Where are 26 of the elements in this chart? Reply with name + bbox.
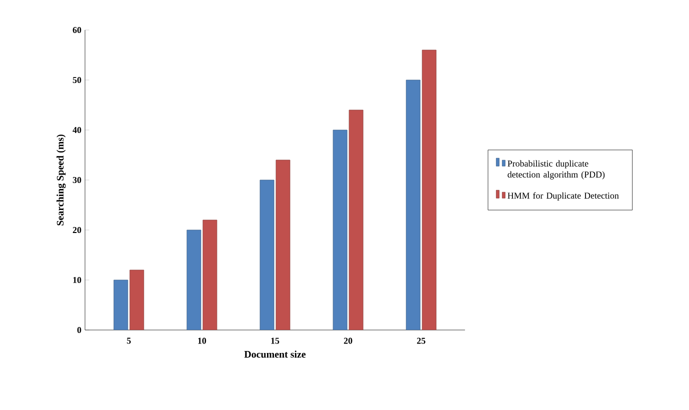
legend-label: HMM for Duplicate Detection — [508, 192, 619, 200]
bar — [348, 110, 364, 330]
x-axis-title: Document size — [244, 350, 306, 358]
bar — [406, 80, 420, 330]
y-tick-label: 50 — [72, 76, 82, 84]
y-tick-label: 10 — [73, 276, 82, 284]
legend-label: Probabilistic duplicate detection algorithm (PDD) — [508, 160, 605, 180]
y-axis-title: Searching Speed (ms) — [56, 134, 66, 226]
bar — [130, 270, 144, 330]
x-tick-label: 5 — [126, 338, 131, 344]
y-tick-label: 30 — [72, 176, 82, 184]
x-tick-label: 10 — [198, 338, 206, 344]
bar — [114, 280, 128, 330]
bar — [202, 220, 218, 330]
y-tick-label: 40 — [72, 126, 82, 134]
y-tick-label: 60 — [72, 26, 82, 34]
bar — [422, 50, 436, 330]
bar — [186, 230, 202, 330]
bar — [332, 130, 348, 330]
y-tick-label: 20 — [72, 226, 82, 234]
x-tick-label: 15 — [271, 338, 280, 344]
bar — [276, 160, 290, 330]
x-tick-label: 20 — [344, 338, 352, 344]
bar — [260, 180, 274, 330]
y-tick-label: 0 — [77, 326, 82, 334]
x-tick-label: 25 — [417, 338, 426, 344]
